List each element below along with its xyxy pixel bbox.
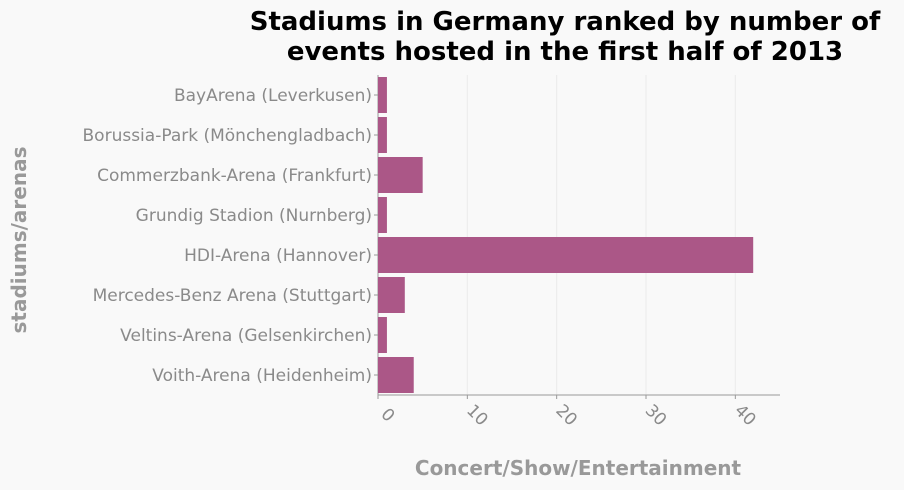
bar-0: [378, 77, 387, 113]
y-tick-label-4: HDI-Arena (Hannover): [184, 246, 372, 266]
y-tick-label-0: BayArena (Leverkusen): [174, 86, 372, 106]
y-tick-labels: BayArena (Leverkusen) Borussia-Park (Mönc…: [83, 86, 378, 386]
x-tick-labels: 0 10 20 30 40: [377, 395, 760, 430]
y-tick-label-6: Veltins-Arena (Gelsenkirchen): [120, 326, 372, 346]
y-tick-label-5: Mercedes-Benz Arena (Stuttgart): [93, 286, 372, 306]
plot-area: BayArena (Leverkusen) Borussia-Park (Mönc…: [83, 75, 780, 430]
y-tick-label-7: Voith-Arena (Heidenheim): [152, 366, 372, 386]
x-tick-label-30: 30: [641, 401, 670, 430]
bar-6: [378, 317, 387, 353]
y-axis-title: stadiums/arenas: [7, 147, 31, 334]
x-tick-label-40: 40: [730, 401, 759, 430]
bar-1: [378, 117, 387, 153]
bar-3: [378, 197, 387, 233]
y-tick-label-3: Grundig Stadion (Nurnberg): [136, 206, 372, 226]
x-tick-label-20: 20: [551, 401, 580, 430]
bar-2: [378, 157, 423, 193]
bar-7: [378, 357, 414, 393]
bar-5: [378, 277, 405, 313]
y-tick-label-1: Borussia-Park (Mönchengladbach): [83, 126, 372, 146]
bar-4: [378, 237, 754, 273]
chart-title-line-1: Stadiums in Germany ranked by number of: [250, 7, 881, 37]
bars-layer: [378, 77, 754, 393]
grid-layer: [377, 75, 780, 396]
chart-title-line-2: events hosted in the first half of 2013: [287, 37, 843, 67]
y-tick-label-2: Commerzbank-Arena (Frankfurt): [97, 166, 372, 186]
x-axis-title: Concert/Show/Entertainment: [415, 456, 742, 480]
x-tick-label-10: 10: [462, 401, 491, 430]
x-tick-label-0: 0: [377, 405, 399, 427]
